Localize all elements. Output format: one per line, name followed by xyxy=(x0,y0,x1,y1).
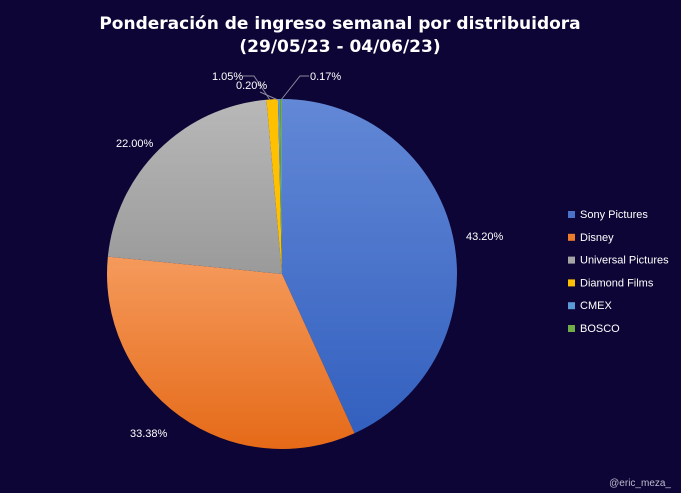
watermark: @eric_meza_ xyxy=(609,478,671,489)
data-label: 43.20% xyxy=(466,231,504,243)
leader-line xyxy=(259,91,279,101)
data-label: 1.05% xyxy=(212,71,243,83)
chart-subtitle: (29/05/23 - 04/06/23) xyxy=(239,37,440,57)
legend-swatch xyxy=(568,279,575,287)
pie-slice-diamond-films xyxy=(266,99,282,274)
data-label: 33.38% xyxy=(130,428,168,440)
pie-slice-cmex xyxy=(277,99,282,274)
pie-slice-sony-pictures xyxy=(282,99,457,434)
legend-entry: Disney xyxy=(580,232,614,244)
pie-slice-universal-pictures xyxy=(107,99,283,274)
pie-slice-disney xyxy=(106,256,355,449)
data-label: 0.17% xyxy=(310,71,341,83)
legend-swatch xyxy=(568,233,575,241)
leader-line xyxy=(243,75,271,101)
data-label: 22.00% xyxy=(116,138,154,150)
legend-swatch xyxy=(568,256,575,264)
legend-entry: CMEX xyxy=(580,300,612,312)
leader-line xyxy=(280,75,309,101)
legend-swatch xyxy=(568,325,575,332)
chart-title: Ponderación de ingreso semanal por distr… xyxy=(99,14,580,34)
legend-entry: Diamond Films xyxy=(580,277,654,289)
legend-entry: Universal Pictures xyxy=(580,255,669,267)
legend-entry: BOSCO xyxy=(580,323,620,335)
pie-slice-bosco xyxy=(280,99,282,274)
legend-entry: Sony Pictures xyxy=(580,209,648,221)
legend-swatch xyxy=(568,211,575,218)
data-label: 0.20% xyxy=(236,80,267,92)
legend-swatch xyxy=(568,302,575,310)
